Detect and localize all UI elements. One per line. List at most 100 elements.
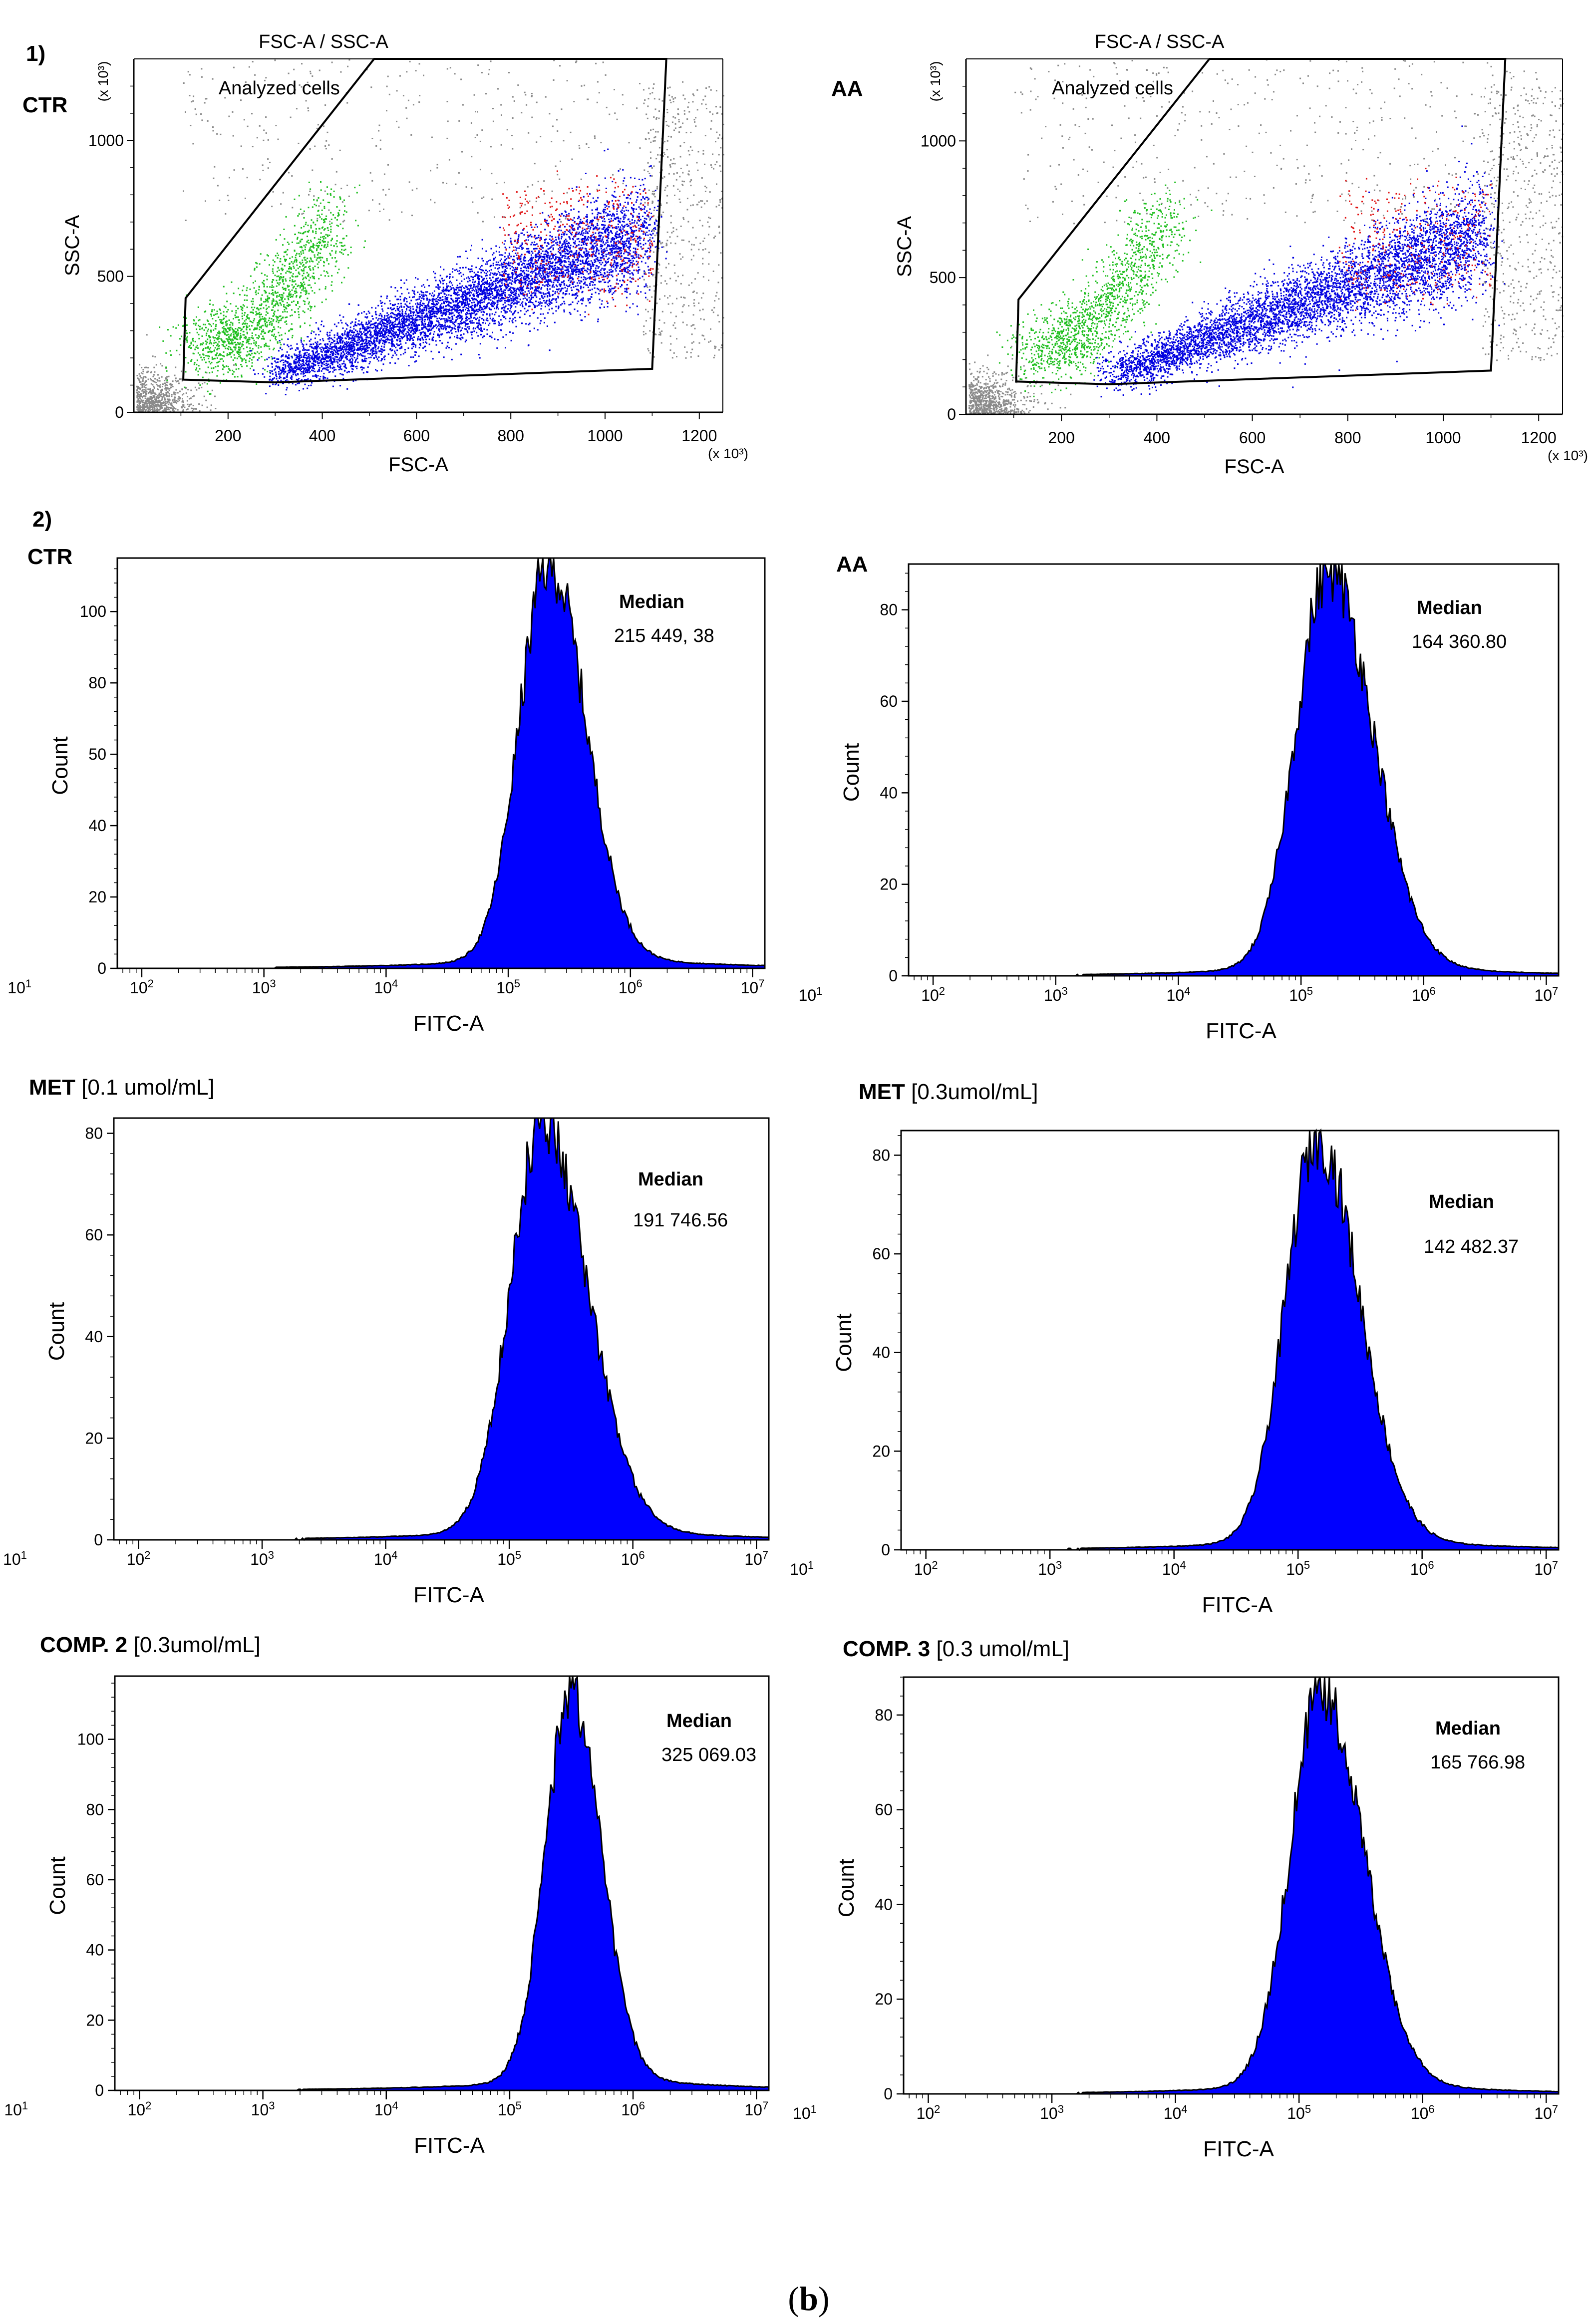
event-dot-gray: [244, 119, 245, 120]
event-dot-gray: [149, 404, 150, 405]
event-dot-gray: [659, 319, 660, 321]
event-dot-gray: [380, 148, 381, 150]
event-dot-gray: [540, 136, 541, 137]
event-dot-gray: [181, 388, 183, 390]
event-dot-gray: [561, 108, 562, 110]
event-dot-gray: [712, 154, 713, 155]
event-dot-gray: [668, 136, 669, 137]
event-dot-gray: [252, 61, 254, 62]
event-dot-gray: [649, 352, 651, 354]
event-dot-gray: [672, 357, 673, 358]
scatter-panel-ctr: CTRFSC-A / SSC-AAnalyzed cells200 400 600 8…: [22, 31, 748, 476]
event-dot-gray: [306, 100, 307, 101]
event-dot-green: [267, 312, 269, 314]
event-dot-gray: [186, 409, 187, 410]
event-dot-gray: [648, 190, 650, 191]
event-dot-gray: [155, 405, 157, 407]
event-dot-gray: [139, 364, 140, 365]
event-dot-gray: [193, 95, 194, 97]
event-dot-gray: [185, 111, 186, 113]
event-dot-gray: [290, 117, 292, 118]
event-dot-gray: [296, 108, 298, 109]
event-dot-gray: [167, 402, 169, 403]
event-dot-gray: [684, 110, 685, 112]
event-dot-gray: [347, 66, 348, 67]
event-dot-gray: [139, 407, 141, 409]
event-dot-gray: [146, 391, 147, 392]
event-dot-gray: [686, 324, 688, 326]
event-dot-gray: [493, 121, 494, 122]
event-dot-gray: [605, 74, 607, 76]
event-dot-gray: [406, 118, 408, 119]
event-dot-gray: [524, 204, 526, 206]
event-dot-gray: [145, 400, 146, 402]
event-dot-green: [320, 237, 321, 238]
event-dot-gray: [661, 330, 662, 332]
event-dot-gray: [688, 150, 689, 152]
event-dot-gray: [671, 96, 673, 98]
event-dot-gray: [188, 406, 190, 407]
event-dot-gray: [472, 202, 473, 203]
event-dot-gray: [661, 342, 662, 344]
event-dot-gray: [524, 92, 526, 93]
event-dot-gray: [691, 333, 693, 335]
event-dot-gray: [159, 402, 160, 403]
event-dot-gray: [597, 81, 599, 83]
event-dot-gray: [170, 383, 171, 384]
event-dot-gray: [647, 287, 648, 288]
event-dot-gray: [419, 63, 420, 64]
event-dot-gray: [140, 384, 141, 385]
event-dot-gray: [263, 140, 264, 141]
event-dot-gray: [492, 108, 494, 109]
event-dot-gray: [142, 386, 143, 387]
event-dot-green: [274, 328, 276, 330]
event-dot-gray: [678, 121, 680, 122]
event-dot-gray: [140, 394, 142, 395]
event-dot-gray: [190, 403, 192, 405]
event-dot-gray: [698, 151, 699, 152]
event-dot-green: [253, 282, 254, 284]
event-dot-gray: [298, 143, 300, 144]
event-dot-green: [256, 383, 257, 385]
event-dot-gray: [549, 113, 550, 114]
event-dot-gray: [329, 221, 330, 222]
event-dot-gray: [712, 113, 713, 115]
event-dot-gray: [157, 395, 159, 396]
event-dot-gray: [431, 137, 433, 138]
event-dot-gray: [690, 132, 691, 133]
event-dot-green: [280, 258, 281, 260]
event-dot-gray: [648, 350, 649, 351]
event-dot-gray: [703, 276, 704, 278]
event-dot-gray: [234, 169, 235, 171]
event-dot-gray: [659, 161, 660, 163]
event-dot-gray: [158, 405, 160, 406]
event-dot-gray: [149, 406, 151, 407]
event-dot-green: [317, 264, 319, 265]
event-dot-gray: [343, 220, 345, 222]
event-dot-gray: [167, 399, 169, 400]
event-dot-green: [276, 286, 278, 287]
event-dot-gray: [713, 271, 714, 272]
event-dot-gray: [531, 93, 533, 94]
event-dot-gray: [665, 187, 666, 188]
event-dot-gray: [293, 69, 295, 70]
event-dot-green: [282, 264, 283, 266]
event-dot-gray: [148, 379, 149, 380]
event-dot-gray: [173, 393, 175, 395]
event-dot-gray: [150, 403, 152, 404]
event-dot-gray: [667, 232, 668, 233]
event-dot-gray: [652, 201, 653, 203]
event-dot-gray: [559, 179, 560, 180]
event-dot-gray: [172, 400, 173, 401]
event-dot-green: [310, 309, 311, 311]
event-dot-gray: [165, 409, 167, 410]
event-dot-gray: [690, 205, 691, 206]
event-dot-gray: [152, 408, 153, 410]
event-dot-gray: [700, 200, 701, 202]
event-dot-gray: [275, 59, 276, 61]
event-dot-gray: [308, 110, 309, 111]
event-dot-gray: [649, 330, 650, 331]
event-dot-gray: [651, 175, 653, 177]
event-dot-gray: [266, 132, 267, 134]
event-dot-gray: [706, 200, 708, 202]
